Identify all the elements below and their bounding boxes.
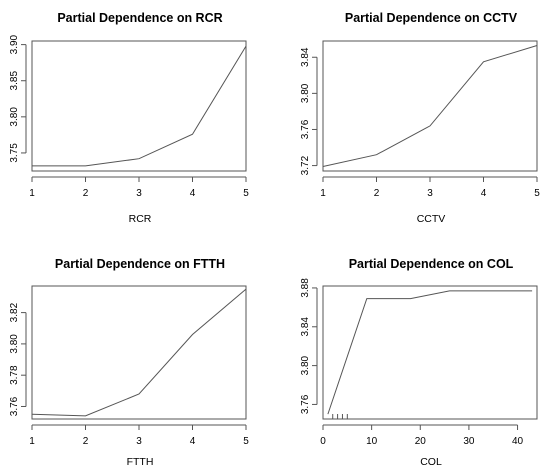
x-tick-label: 2 [83,436,89,447]
x-tick-label: 0 [320,436,326,447]
x-tick-label: 1 [29,188,35,199]
x-tick-label: 2 [83,188,89,199]
chart-title: Partial Dependence on FTTH [55,257,225,271]
plot-frame [31,285,247,420]
plot-frame [322,285,538,420]
x-tick-label: 40 [512,436,524,447]
series-line [31,288,247,417]
y-tick-label: 3.85 [9,71,20,91]
x-axis-label: FTTH [127,456,154,468]
y-tick-label: 3.72 [300,155,311,175]
chart-panel-cctv: Partial Dependence on CCTV 1 2 3 4 5 3.72 3.76 3… [300,11,540,225]
x-tick-label: 10 [366,436,378,447]
x-tick-label: 2 [374,188,380,199]
x-tick-label: 1 [320,188,326,199]
y-tick-label: 3.88 [300,278,311,298]
x-tick-label: 5 [243,436,249,447]
x-tick-label: 1 [29,436,35,447]
y-tick-label: 3.78 [9,365,20,385]
y-tick-label: 3.80 [9,334,20,354]
chart-title: Partial Dependence on COL [349,257,514,271]
x-tick-label: 30 [463,436,475,447]
y-tick-label: 3.80 [9,107,20,127]
y-tick-label: 3.84 [300,47,311,67]
x-tick-label: 3 [136,188,142,199]
x-tick-label: 5 [243,188,249,199]
chart-panel-ftth: Partial Dependence on FTTH 1 2 3 4 5 3.76 3.78 3… [9,257,249,468]
x-tick-label: 3 [427,188,433,199]
x-tick-label: 20 [415,436,427,447]
y-tick-label: 3.82 [9,302,20,322]
series-line [327,290,533,415]
x-tick-label: 4 [190,436,196,447]
x-tick-label: 4 [190,188,196,199]
chart-title: Partial Dependence on RCR [57,11,222,25]
y-tick-label: 3.80 [300,355,311,375]
x-axis-label: RCR [129,213,152,225]
y-tick-label: 3.76 [300,394,311,414]
y-tick-label: 3.76 [300,119,311,139]
plot-frame [31,40,247,172]
series-line [32,45,247,167]
x-tick-label: 5 [534,188,540,199]
x-axis-label: COL [420,456,442,468]
plot-frame [322,40,538,172]
chart-panel-rcr: Partial Dependence on RCR 1 2 3 4 5 3.75 3.80 3.… [9,11,249,225]
y-tick-label: 3.90 [9,34,20,54]
series-line [322,45,538,167]
y-tick-label: 3.76 [9,396,20,416]
chart-title: Partial Dependence on CCTV [345,11,518,25]
y-tick-label: 3.80 [300,83,311,103]
x-tick-label: 3 [136,436,142,447]
y-tick-label: 3.84 [300,317,311,337]
y-tick-label: 3.75 [9,143,20,163]
chart-panel-col: Partial Dependence on COL 0 10 20 30 40 3.76 3.… [300,257,538,468]
x-tick-label: 4 [481,188,487,199]
x-axis-label: CCTV [417,213,446,225]
